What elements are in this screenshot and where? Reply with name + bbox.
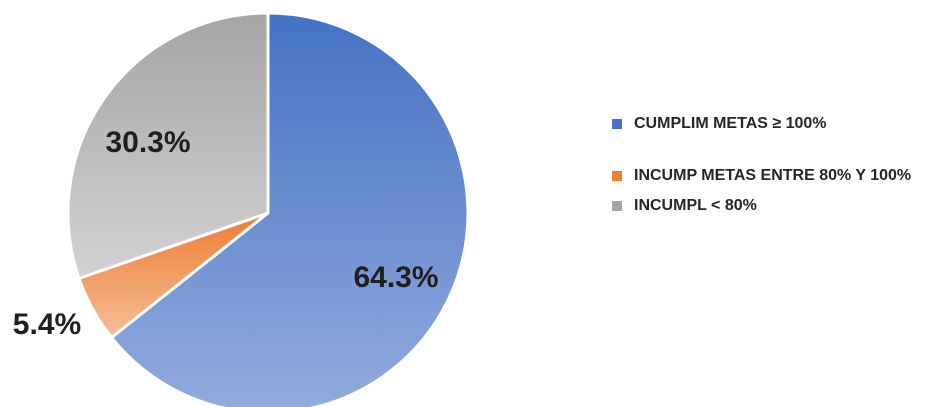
data-label-2: 30.3% <box>105 126 190 159</box>
pie-slice-0 <box>110 11 470 407</box>
legend-label: INCUMP METAS ENTRE 80% Y 100% <box>634 167 912 184</box>
legend-item-incumpl-80: INCUMPL < 80% <box>612 194 942 218</box>
legend-item-incump-80-100: INCUMP METAS ENTRE 80% Y 100% <box>612 164 942 188</box>
pie-slice-2 <box>66 11 270 280</box>
legend-label: INCUMPL < 80% <box>634 197 757 214</box>
legend-label: CUMPLIM METAS ≥ 100% <box>634 115 827 132</box>
legend-swatch-orange <box>612 171 622 181</box>
legend: CUMPLIM METAS ≥ 100% INCUMP METAS ENTRE … <box>612 112 942 218</box>
legend-item-cumplim: CUMPLIM METAS ≥ 100% <box>612 112 942 136</box>
legend-swatch-gray <box>612 201 622 211</box>
data-label-1: 5.4% <box>13 308 81 341</box>
data-label-0: 64.3% <box>353 261 438 294</box>
legend-swatch-blue <box>612 119 622 129</box>
